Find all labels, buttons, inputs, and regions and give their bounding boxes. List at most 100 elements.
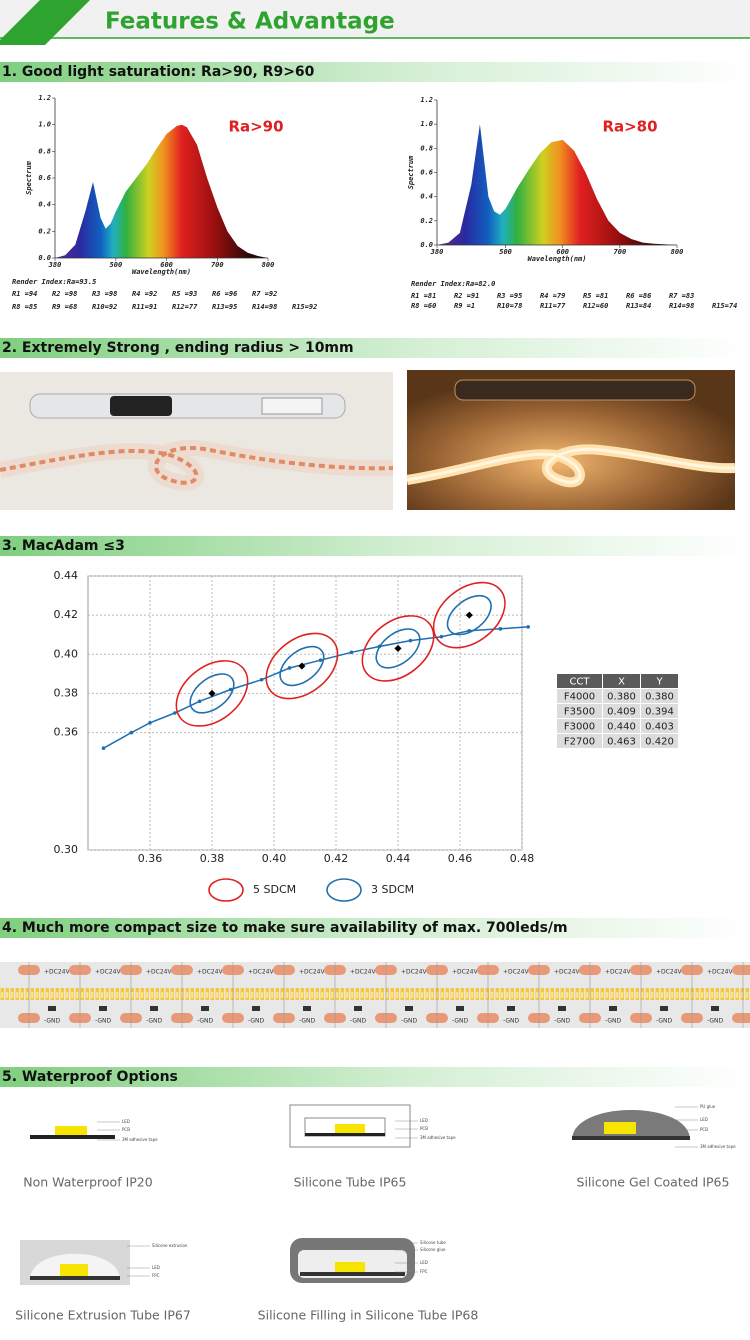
r-value: R14=98 xyxy=(669,302,694,310)
spectrum-area xyxy=(437,124,677,245)
positive-label: +DC24V xyxy=(299,969,325,976)
header-band xyxy=(0,0,750,38)
option-label: Silicone glue xyxy=(420,1247,446,1252)
r-value: R1 =81 xyxy=(411,292,436,300)
x-tick-label: 800 xyxy=(262,261,275,269)
ellipse-3sdcm xyxy=(279,645,325,687)
x-tick-label: 0.42 xyxy=(324,852,349,865)
table-text: 0.380 xyxy=(645,692,674,703)
y-tick-label: 1.0 xyxy=(420,120,433,128)
x-tick-label: 600 xyxy=(160,261,173,269)
y-tick-label: 0.42 xyxy=(54,608,79,621)
resistor xyxy=(354,1006,362,1011)
option-label: LED xyxy=(700,1117,708,1122)
locus-point xyxy=(228,687,233,692)
section-bar xyxy=(0,536,750,556)
r-value: R15=74 xyxy=(712,302,737,310)
negative-label: -GND xyxy=(707,1018,724,1025)
table-header-cell xyxy=(603,674,640,688)
table-text: 0.409 xyxy=(607,707,636,718)
option-caption: Silicone Gel Coated IP65 xyxy=(577,1175,730,1190)
table-header: CCT xyxy=(569,677,590,688)
y-tick-label: 1.2 xyxy=(420,96,433,104)
table-text: F2700 xyxy=(564,737,595,748)
r-value: R9 =1 xyxy=(454,302,475,310)
option-label: PCB xyxy=(700,1127,708,1132)
photo-lit xyxy=(406,370,736,510)
r-value: R11=91 xyxy=(132,303,157,311)
ellipse-5sdcm xyxy=(432,581,506,649)
section-bar xyxy=(0,918,750,938)
render-index: Render Index:Ra=82.0 xyxy=(411,280,495,288)
locus-point xyxy=(318,658,323,662)
locus-point xyxy=(287,666,292,670)
negative-label: -GND xyxy=(554,1018,571,1025)
option-label: FPC xyxy=(152,1273,160,1278)
resistor xyxy=(609,1006,617,1011)
r-value: R12=77 xyxy=(172,303,198,311)
positive-label: +DC24V xyxy=(95,969,121,976)
positive-label: +DC24V xyxy=(605,969,631,976)
resistor xyxy=(456,1006,464,1011)
option-label: LED xyxy=(122,1119,130,1124)
center-point xyxy=(394,644,402,652)
negative-label: -GND xyxy=(197,1018,214,1025)
r-value: R5 =93 xyxy=(172,290,197,298)
ellipse-3sdcm xyxy=(375,628,421,669)
table-header-cell xyxy=(557,674,602,688)
section-title: 1. Good light saturation: Ra>90, R9>60 xyxy=(2,64,315,80)
y-tick-label: 1.0 xyxy=(38,121,51,129)
locus-point xyxy=(173,711,177,715)
positive-label: +DC24V xyxy=(554,969,580,976)
negative-label: -GND xyxy=(146,1018,163,1025)
positive-label: +DC24V xyxy=(401,969,427,976)
y-tick-label: 0.0 xyxy=(38,254,51,262)
table-cell xyxy=(603,734,640,748)
ellipse-3sdcm xyxy=(189,673,235,714)
table-text: 0.440 xyxy=(607,722,636,733)
legend-swatch xyxy=(208,878,244,902)
r-value: R5 =81 xyxy=(583,292,608,300)
option-label: LED xyxy=(420,1260,428,1265)
table-text: F3500 xyxy=(564,707,595,718)
locus-point xyxy=(259,677,264,682)
x-tick-label: 0.46 xyxy=(448,852,473,865)
resistor xyxy=(48,1006,56,1011)
locus-point xyxy=(129,730,134,735)
table-cell xyxy=(557,704,602,718)
center-point xyxy=(298,662,306,670)
r-value: R7 =92 xyxy=(252,290,277,298)
x-axis-label: Wavelength(nm) xyxy=(527,255,586,263)
option-label: 3M adhesive tape xyxy=(420,1135,456,1140)
positive-label: +DC24V xyxy=(44,969,70,976)
legend-label: 3 SDCM xyxy=(371,883,414,896)
section-title: 5. Waterproof Options xyxy=(2,1069,178,1085)
ellipse-5sdcm xyxy=(265,632,339,700)
r-value: R8 =60 xyxy=(411,302,436,310)
resistor xyxy=(150,1006,158,1011)
negative-label: -GND xyxy=(248,1018,265,1025)
diagram-ip20 xyxy=(30,1126,115,1139)
option-label: LED xyxy=(420,1118,428,1123)
table-cell xyxy=(641,719,678,733)
resistor xyxy=(252,1006,260,1011)
resistor xyxy=(507,1006,515,1011)
y-axis-label: Spectrum xyxy=(407,155,415,190)
table-cell xyxy=(603,719,640,733)
table-text: F4000 xyxy=(564,692,595,703)
negative-label: -GND xyxy=(452,1018,469,1025)
option-label: Silicone tube xyxy=(420,1240,446,1245)
table-text: 0.420 xyxy=(645,737,674,748)
x-tick-label: 380 xyxy=(430,248,444,256)
x-tick-label: 700 xyxy=(211,261,224,269)
table-cell xyxy=(641,689,678,703)
r-value: R3 =95 xyxy=(497,292,522,300)
x-tick-label: 380 xyxy=(48,261,62,269)
table-cell xyxy=(557,719,602,733)
table-header-cell xyxy=(641,674,678,688)
r-value: R2 =98 xyxy=(52,290,77,298)
negative-label: -GND xyxy=(44,1018,61,1025)
table-cell xyxy=(557,734,602,748)
x-tick-label: 0.44 xyxy=(386,852,411,865)
positive-label: +DC24V xyxy=(452,969,478,976)
